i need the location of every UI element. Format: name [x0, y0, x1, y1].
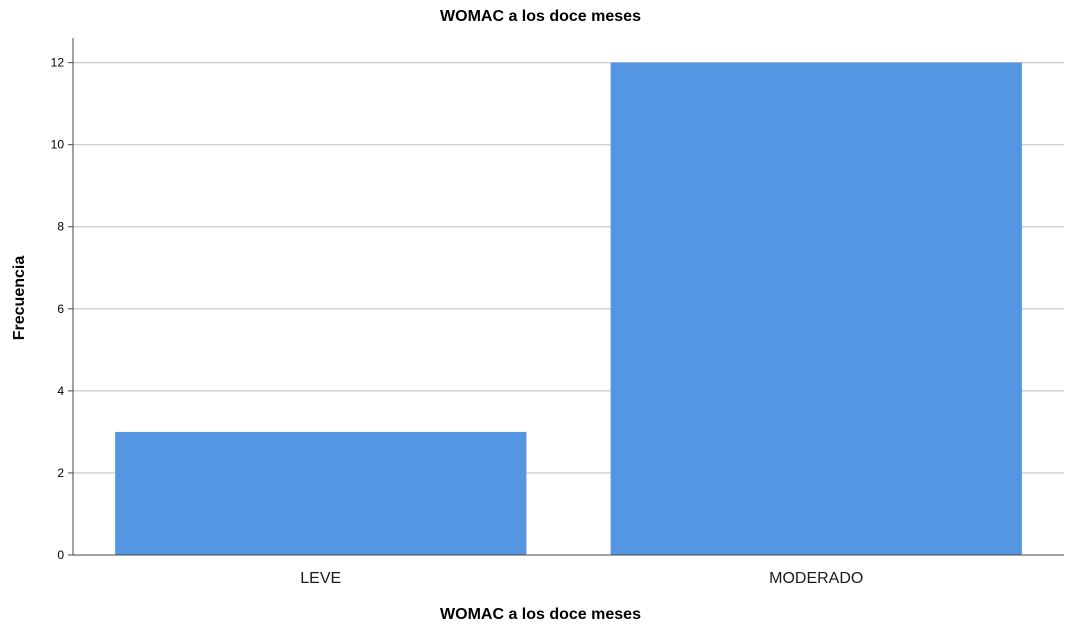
bar-moderado: [610, 62, 1022, 555]
y-axis-title: Frecuencia: [11, 255, 28, 341]
y-tick-label-2: 2: [57, 466, 64, 480]
y-tick-labels: 0 2 4 6 8 10 12: [51, 56, 65, 562]
x-category-labels: LEVE MODERADO: [300, 570, 863, 587]
bar-leve: [115, 431, 527, 555]
y-tick-label-12: 12: [51, 56, 65, 70]
axes: [68, 38, 1064, 556]
chart-title: WOMAC a los doce meses: [440, 8, 641, 25]
y-tick-label-4: 4: [57, 384, 64, 398]
y-tick-label-6: 6: [57, 302, 64, 316]
y-tick-label-10: 10: [51, 138, 65, 152]
bars: [115, 62, 1022, 555]
x-axis-title: WOMAC a los doce meses: [440, 606, 641, 623]
y-tick-label-8: 8: [57, 220, 64, 234]
x-category-label-moderado: MODERADO: [769, 570, 863, 587]
x-category-label-leve: LEVE: [300, 570, 341, 587]
y-tick-label-0: 0: [57, 548, 64, 562]
